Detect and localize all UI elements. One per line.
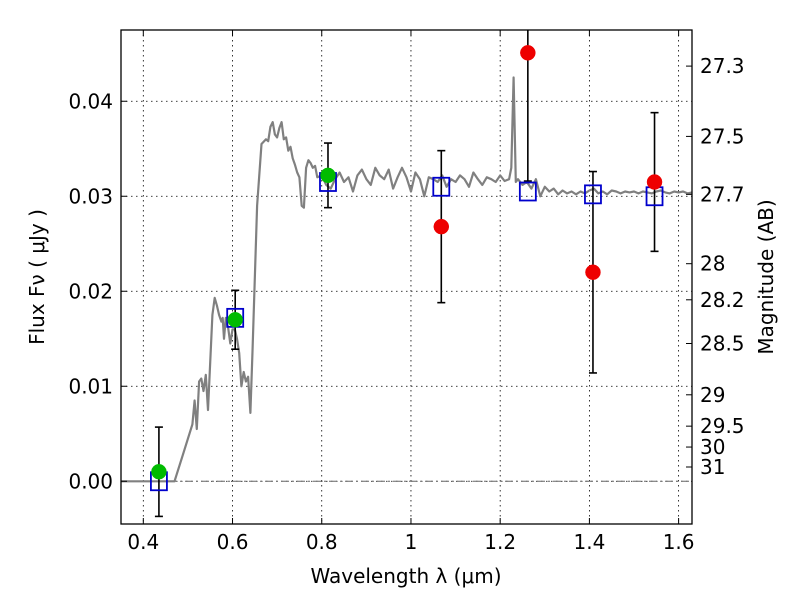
magnitude-tick-label: 29.5 xyxy=(700,414,745,438)
non-detection-flux-point xyxy=(520,45,536,61)
x-tick-label: 0.6 xyxy=(217,530,249,554)
model-flux-box xyxy=(584,184,602,205)
template-spectrum-layer xyxy=(121,76,692,483)
magnitude-tick-label: 28.5 xyxy=(700,332,745,356)
model-flux-layer xyxy=(150,172,664,492)
x-tick-label: 0.8 xyxy=(306,530,338,554)
observed-flux-layer xyxy=(151,45,663,480)
y-axis-ticks: 0.00 0.01 0.02 0.03 0.04 xyxy=(68,89,127,493)
y-tick-label: 0.02 xyxy=(68,279,113,303)
magnitude-tick-label: 27.3 xyxy=(700,54,745,78)
y-tick-label: 0.00 xyxy=(68,469,113,493)
errorbar-layer xyxy=(154,30,659,518)
model-flux-box xyxy=(432,176,451,197)
y-axis-label: Flux Fν ( μJy ) xyxy=(25,209,49,345)
y-tick-label: 0.03 xyxy=(68,184,113,208)
magnitude-tick-label: 27.7 xyxy=(700,182,745,206)
detected-flux-point xyxy=(320,167,336,184)
x-axis-label: Wavelength λ (μm) xyxy=(310,564,501,588)
plot-frame xyxy=(120,29,693,525)
magnitude-tick-label: 27.5 xyxy=(700,124,745,148)
model-flux-box xyxy=(518,181,537,202)
y-tick-label: 0.01 xyxy=(68,374,113,398)
y-tick-label: 0.04 xyxy=(68,89,113,113)
magnitude-tick-label: 28.2 xyxy=(700,288,745,312)
detected-flux-point xyxy=(151,464,167,480)
non-detection-flux-point xyxy=(433,218,450,235)
x-tick-label: 1.6 xyxy=(663,530,695,554)
x-axis-ticks: 0.4 0.6 0.8 1 1.2 1.4 1.6 xyxy=(127,30,695,554)
magnitude-tick-label: 28 xyxy=(700,252,725,276)
magnitude-axis-label: Magnitude (AB) xyxy=(754,199,778,354)
detected-flux-point xyxy=(227,312,243,328)
non-detection-flux-point xyxy=(585,264,601,280)
magnitude-tick-label: 30 xyxy=(700,435,725,459)
non-detection-flux-point xyxy=(646,174,663,190)
magnitude-tick-label: 31 xyxy=(700,455,725,479)
magnitude-tick-label: 29 xyxy=(700,383,725,407)
x-tick-label: 1 xyxy=(405,530,418,554)
grid-lines xyxy=(121,30,692,524)
template-spectrum-line xyxy=(121,76,692,483)
x-tick-label: 0.4 xyxy=(127,530,159,554)
x-tick-label: 1.4 xyxy=(573,530,605,554)
x-tick-label: 1.2 xyxy=(484,530,516,554)
